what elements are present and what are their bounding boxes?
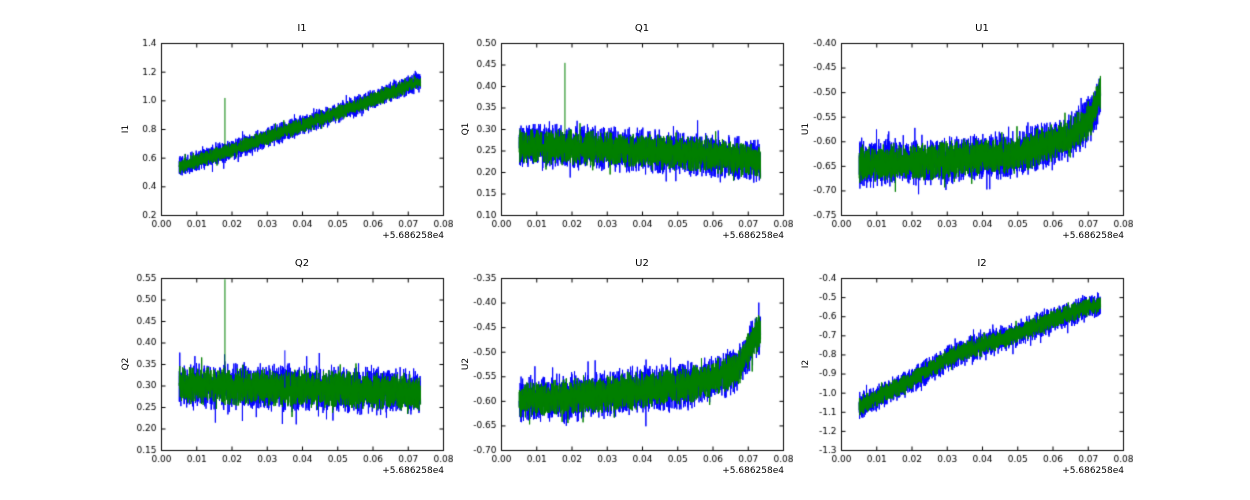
subplot-i2: I2 I2 +5.686258e4	[793, 250, 1133, 485]
y-axis-label: Q1	[461, 122, 471, 136]
subplot-q1: Q1 Q1 +5.686258e4	[453, 15, 793, 250]
x-axis-offset-label: +5.686258e4	[382, 231, 444, 241]
x-axis-offset-label: +5.686258e4	[722, 231, 784, 241]
x-axis-offset-label: +5.686258e4	[722, 466, 784, 476]
subplot-title: U2	[635, 258, 649, 269]
subplot-u2: U2 U2 +5.686258e4	[453, 250, 793, 485]
subplot-u1-canvas	[793, 15, 1133, 250]
y-axis-label: I2	[801, 359, 811, 369]
subplot-i1: I1 I1 +5.686258e4	[113, 15, 453, 250]
subplot-u1: U1 U1 +5.686258e4	[793, 15, 1133, 250]
subplot-grid: I1 I1 +5.686258e4 Q1 Q1 +5.686258e4 U1 U…	[113, 15, 1133, 485]
x-axis-offset-label: +5.686258e4	[1062, 231, 1124, 241]
subplot-q2: Q2 Q2 +5.686258e4	[113, 250, 453, 485]
subplot-title: I1	[297, 23, 307, 34]
x-axis-offset-label: +5.686258e4	[1062, 466, 1124, 476]
y-axis-label: I1	[121, 124, 131, 134]
y-axis-label: U2	[461, 357, 471, 371]
subplot-title: I2	[977, 258, 987, 269]
subplot-u2-canvas	[453, 250, 793, 485]
y-axis-label: Q2	[121, 357, 131, 371]
subplot-i2-canvas	[793, 250, 1133, 485]
subplot-q2-canvas	[113, 250, 453, 485]
subplot-q1-canvas	[453, 15, 793, 250]
subplot-title: Q1	[634, 23, 650, 34]
subplot-i1-canvas	[113, 15, 453, 250]
subplot-title: U1	[975, 23, 989, 34]
subplot-title: Q2	[294, 258, 310, 269]
y-axis-label: U1	[801, 122, 811, 136]
x-axis-offset-label: +5.686258e4	[382, 466, 444, 476]
